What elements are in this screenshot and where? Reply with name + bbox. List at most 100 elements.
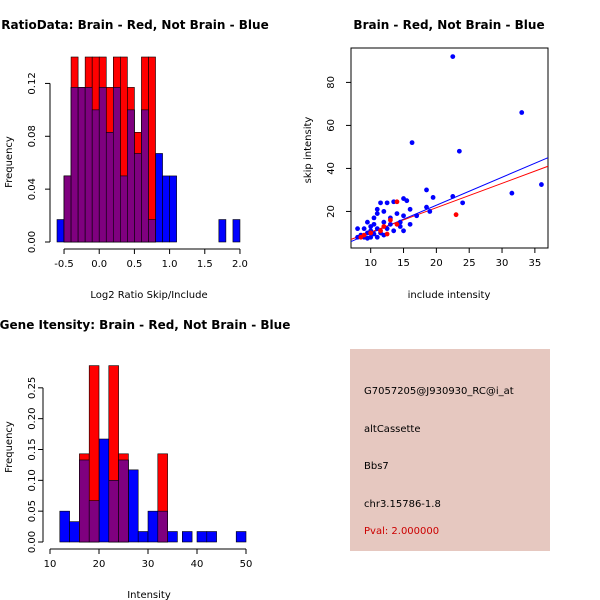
scatter-y-tick-label-3: 80	[326, 76, 337, 89]
scatter-point-blue-11	[401, 196, 406, 201]
plot3-y-tick-label-2: 0.10	[27, 469, 38, 491]
plot3-x-tick-label-2: 30	[142, 559, 155, 570]
intensity-scatter-points	[355, 54, 544, 241]
scatter-x-tick-label-4: 30	[496, 258, 509, 269]
scatter-point-blue-4	[539, 182, 544, 187]
plot3-blue-bar-9	[147, 510, 159, 543]
intensity-scatter-frame	[350, 47, 549, 249]
gene-intensity-histogram-axes: 10 20 30 40 50 0.00 0.05 0.10 0.15 0.20 0.25	[27, 377, 252, 570]
plot3-overlap-bar-5	[108, 480, 119, 543]
plot3-y-tick-label-0: 0.00	[27, 531, 38, 553]
scatter-point-blue-1	[519, 110, 525, 115]
plot1-overlap-bar-13	[148, 219, 156, 243]
scatter-point-blue-32	[361, 226, 367, 232]
scatter-y-tick-label-1: 40	[326, 162, 337, 175]
scatter-point-blue-44	[365, 235, 370, 241]
scatter-point-red-4	[394, 221, 400, 227]
scatter-x-tick-label-0: 10	[364, 258, 377, 269]
scatter-point-red-6	[368, 230, 374, 236]
scatter-x-tick-label-2: 20	[430, 258, 443, 269]
scatter-point-red-5	[378, 228, 383, 234]
plot3-blue-bar-8	[137, 531, 149, 543]
scatter-point-blue-13	[384, 200, 390, 206]
scatter-point-blue-30	[407, 221, 413, 227]
plot3-blue-bar-4	[98, 438, 110, 543]
plot3-blue-bar-12	[182, 531, 193, 543]
scatter-point-blue-43	[374, 234, 380, 240]
plot3-overlap-bar-3	[88, 500, 100, 543]
scatter-point-blue-21	[371, 215, 377, 221]
plot3-x-tick-label-4: 50	[240, 559, 253, 570]
scatter-point-blue-28	[388, 221, 393, 227]
plot3-overlap-bar-2	[79, 459, 90, 543]
scatter-point-blue-17	[427, 209, 433, 214]
scatter-point-blue-8	[430, 195, 436, 200]
plot1-overlap-bar-1	[63, 175, 72, 243]
intensity-scatter-axes: 10 15 20 25 30 35 20 40 60 80	[326, 76, 541, 269]
scatter-x-tick-label-3: 25	[463, 258, 476, 269]
scatter-point-blue-6	[424, 187, 429, 193]
scatter-point-blue-48	[401, 228, 406, 234]
scatter-point-red-0	[453, 212, 459, 218]
ratio-histogram-axes: -0.5 0.0 0.5 1.0 1.5 2.0 0.00 0.04 0.08 0.12	[27, 72, 248, 270]
scatter-point-blue-14	[391, 199, 397, 205]
scatter-point-blue-24	[414, 213, 420, 219]
scatter-point-blue-3	[409, 140, 415, 146]
scatter-point-blue-9	[460, 200, 466, 206]
plot1-overlap-bar-2	[70, 87, 79, 243]
scatter-point-blue-7	[450, 193, 456, 199]
plot1-x-tick-label-0: -0.5	[54, 259, 74, 270]
plot1-x-tick-label-5: 2.0	[232, 259, 248, 270]
intensity-scatter-xlabel: include intensity	[408, 290, 491, 301]
scatter-point-red-2	[388, 217, 393, 223]
gene-name: Bbs7	[364, 461, 389, 472]
plot3-overlap-bar-10	[157, 510, 168, 543]
scatter-point-blue-2	[456, 148, 462, 154]
plot3-y-tick-label-5: 0.25	[27, 377, 38, 399]
plot1-x-tick-label-2: 0.5	[126, 259, 142, 270]
gene-intensity-histogram-title: Gene Itensity: Brain - Red, Not Brain - …	[0, 318, 290, 332]
scatter-point-blue-50	[368, 224, 374, 229]
plot1-blue-bar-15	[162, 175, 170, 243]
scatter-point-blue-5	[509, 190, 515, 196]
ratio-histogram-title: RatioData: Brain - Red, Not Brain - Blue	[1, 18, 268, 32]
plot1-blue-bar-16	[169, 175, 177, 243]
plot3-blue-bar-11	[167, 531, 178, 543]
scatter-point-blue-23	[401, 213, 406, 219]
genomic-location: chr3.15786-1.8	[364, 499, 441, 510]
plot1-x-tick-label-3: 1.0	[162, 259, 178, 270]
plot1-overlap-bar-11	[134, 153, 142, 243]
scatter-point-blue-49	[374, 206, 380, 212]
plot3-y-tick-label-3: 0.15	[27, 438, 38, 460]
plot1-overlap-bar-5	[91, 109, 100, 243]
plot3-blue-bar-13	[196, 531, 208, 543]
scatter-point-red-9	[384, 231, 390, 237]
ratio-histogram: RatioData: Brain - Red, Not Brain - Blue…	[1, 18, 268, 301]
plot1-overlap-bar-3	[77, 87, 86, 243]
plot3-overlap-bar-6	[118, 459, 129, 543]
plot1-overlap-bar-8	[112, 87, 121, 243]
scatter-point-red-8	[358, 234, 364, 240]
plot1-blue-bar-17	[218, 219, 227, 243]
probe-id: G7057205@J930930_RC@i_at	[364, 386, 514, 397]
scatter-y-tick-label-0: 20	[326, 205, 337, 218]
scatter-point-blue-18	[381, 209, 387, 214]
plot1-y-tick-label-1: 0.04	[27, 178, 38, 200]
plot1-blue-bar-14	[155, 153, 163, 243]
scatter-point-blue-0	[450, 54, 456, 60]
scatter-point-blue-41	[355, 234, 360, 240]
plot3-x-tick-label-1: 20	[93, 559, 106, 570]
scatter-x-tick-label-1: 15	[397, 258, 410, 269]
scatter-point-blue-15	[407, 206, 413, 212]
plot3-blue-bar-0	[59, 510, 70, 543]
scatter-x-tick-label-5: 35	[528, 258, 541, 269]
plot3-blue-bar-14	[206, 531, 217, 543]
plot1-x-tick-label-4: 1.5	[197, 259, 213, 270]
plot3-blue-bar-7	[128, 469, 139, 543]
event-type: altCassette	[364, 424, 421, 435]
plot1-y-tick-label-3: 0.12	[27, 72, 38, 94]
plot3-blue-bar-15	[235, 531, 247, 543]
intensity-scatter-ylabel: skip intensity	[303, 117, 314, 184]
scatter-point-red-1	[394, 199, 400, 205]
